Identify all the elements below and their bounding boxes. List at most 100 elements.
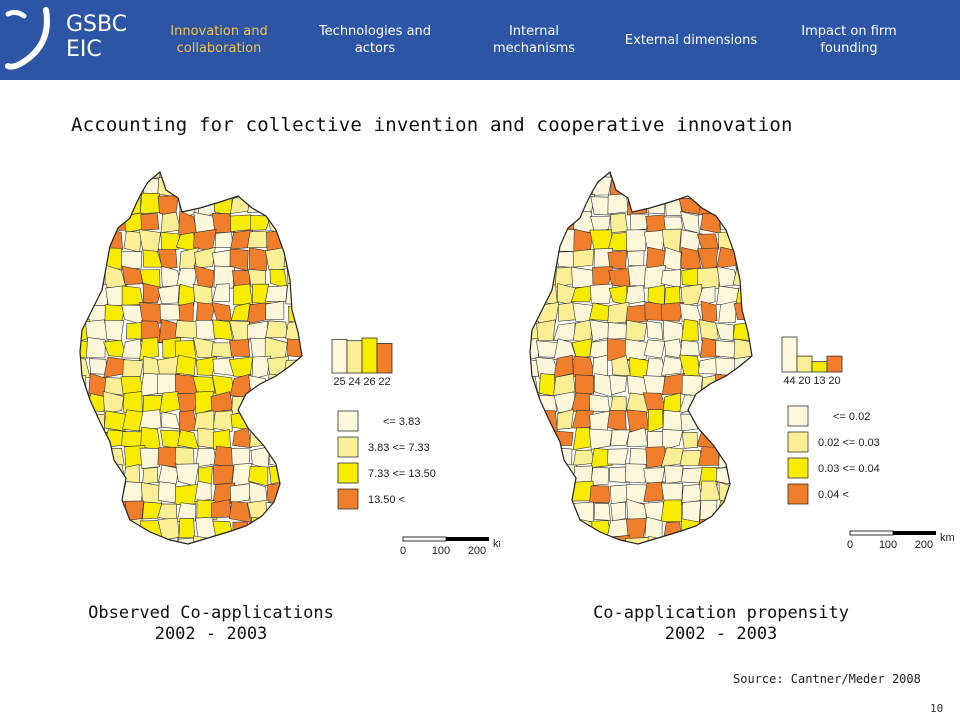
map-region [212,283,230,303]
map-region [305,500,323,522]
map-region [282,518,302,539]
map-region [718,447,737,469]
map-region [86,195,108,215]
map-region [265,320,288,338]
map-region [665,178,685,198]
map-region [306,429,322,449]
nav-innovation-and-collaboration[interactable]: Innovation and collaboration [170,24,268,56]
map-region [195,319,217,340]
map-region [733,390,752,414]
map-region [283,228,302,248]
map-region [755,466,773,486]
map-region [753,535,774,555]
map-region [756,284,775,304]
map-region [735,197,752,215]
map-region [732,535,752,544]
map-region [144,554,161,560]
scale-tick-label: 200 [915,539,933,551]
nav-impact-on-firm-founding[interactable]: Impact on firm founding [801,24,897,56]
map-region [537,536,558,544]
map-region [663,465,684,484]
map-region [177,537,198,544]
map-region [250,410,268,434]
map-region [538,553,557,560]
map-region [536,340,558,358]
histogram-label: 44 [783,375,795,387]
map-region [192,376,216,394]
map-region [530,535,541,544]
histogram-label: 20 [828,375,840,387]
map-region [102,390,125,414]
map-region [212,410,234,433]
map-region [661,356,683,376]
map-region [625,463,647,484]
logo-text: GSBC EIC [66,12,127,62]
map-region [610,484,630,505]
map-region [230,302,251,321]
map-region [266,536,287,544]
map-region [680,413,700,432]
map-region [753,266,775,289]
map-region [530,177,538,198]
map-region [681,432,698,449]
map-region [535,229,556,248]
map-region [175,463,200,487]
caption-co-application-propensity: Co-application propensity 2002 - 2003 [541,603,901,645]
map-region [80,356,91,379]
map-region [139,337,159,361]
map-region [645,357,666,379]
legend: <= 3.83 3.83 <= 7.33 7.33 <= 13.50 13.50 < [337,410,436,510]
map-region [698,393,720,414]
map-region [177,429,200,450]
map-region [103,356,126,378]
map-region [553,501,575,523]
histogram-bar [826,355,843,373]
map-region [644,301,665,321]
map-region [679,340,700,357]
map-region [572,248,594,268]
map-region [753,176,773,198]
map-region [754,482,773,503]
map-region [554,521,576,538]
map-region [751,319,752,343]
map-region [283,444,302,469]
map-region [733,520,752,537]
map-region [139,447,162,469]
map-region [161,411,181,430]
map-region [305,356,324,379]
scale-unit: km [493,538,500,550]
map-region [700,300,718,324]
map-region [644,516,663,541]
map-region [679,178,703,196]
map-region [86,247,108,271]
nav-technologies-and-actors[interactable]: Technologies and actors [318,24,432,56]
map-region [247,230,270,249]
map-region [304,414,325,431]
map-region [625,229,648,252]
map-region [159,303,181,321]
map-region [607,448,629,465]
legend-label: 0.02 <= 0.03 [818,437,880,449]
map-region [194,480,212,502]
map-region [268,373,290,395]
map-region [123,230,143,253]
map-region [160,211,181,233]
map-region [589,536,611,544]
map-region [536,319,556,342]
map-region [159,556,178,560]
nav-internal-mechanisms[interactable]: Internal mechanisms [492,24,576,56]
germany-map-regions [529,170,775,560]
map-region [716,174,737,196]
map-region [733,374,752,396]
map-region [176,172,198,182]
nav-external-dimensions[interactable]: External dimensions [624,32,758,48]
legend-swatch [787,431,809,453]
map-region [142,282,162,304]
map-region [754,193,773,215]
map-region [86,212,107,236]
map-region [214,231,234,248]
map-region [556,172,575,180]
map-region [157,284,180,305]
map-region [122,192,142,216]
germany-map-regions [79,170,325,560]
